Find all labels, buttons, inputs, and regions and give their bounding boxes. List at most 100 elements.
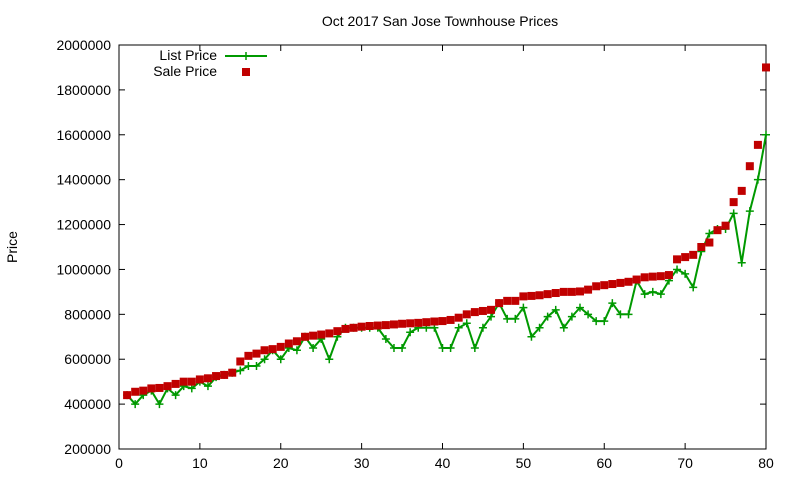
sale-price-point — [244, 351, 253, 360]
sale-price-point — [325, 329, 334, 338]
x-axis: 0 10 20 30 40 50 60 70 80 — [115, 45, 774, 471]
sale-price-point — [462, 310, 471, 319]
sale-price-point — [357, 322, 366, 331]
list-price-point — [527, 332, 536, 341]
list-price-point — [131, 400, 140, 409]
sale-price-point — [179, 377, 188, 386]
list-price-point — [252, 361, 261, 370]
y-tick-label: 2000000 — [56, 37, 111, 53]
list-price-point — [171, 391, 180, 400]
sale-price-point — [527, 291, 536, 300]
sale-price-point — [624, 277, 633, 286]
y-tick-label: 400000 — [64, 396, 111, 412]
list-price-point — [325, 355, 334, 364]
x-tick-label: 80 — [758, 455, 774, 471]
list-price-point — [398, 344, 407, 352]
sale-price-point — [268, 345, 277, 354]
sale-price-point — [640, 273, 649, 282]
list-price-point — [381, 335, 390, 344]
list-price-point — [689, 283, 698, 292]
sale-price-point — [575, 287, 584, 296]
sale-price-point — [600, 281, 609, 290]
list-price-point — [276, 355, 285, 364]
sale-price-point — [487, 305, 496, 314]
sale-price-point — [592, 282, 601, 291]
list-price-point — [673, 265, 682, 274]
y-tick-label: 1800000 — [56, 82, 111, 98]
list-price-point — [470, 344, 479, 352]
sale-price-point — [664, 271, 673, 280]
sale-price-point — [123, 391, 132, 400]
sale-price-point — [220, 370, 229, 379]
list-price-point — [559, 323, 568, 332]
list-price-point — [575, 303, 584, 312]
x-tick-label: 40 — [435, 455, 451, 471]
list-price-point — [753, 175, 762, 184]
list-price-point — [648, 287, 657, 296]
list-price-point — [406, 328, 415, 337]
x-tick-label: 0 — [115, 455, 123, 471]
sale-price-point — [478, 306, 487, 315]
sale-price-point — [567, 287, 576, 296]
sale-price-series — [123, 63, 770, 400]
list-price-point — [438, 344, 447, 352]
list-price-point — [487, 312, 496, 321]
list-price-point — [551, 305, 560, 314]
sale-price-point — [495, 299, 504, 308]
sale-price-point — [656, 272, 665, 281]
list-price-point — [203, 382, 212, 391]
sale-price-point — [648, 272, 657, 281]
list-price-point — [519, 303, 528, 312]
y-tick-label: 1400000 — [56, 172, 111, 188]
list-price-point — [567, 312, 576, 321]
y-axis-label: Price — [4, 231, 20, 263]
list-price-point — [584, 310, 593, 319]
list-price-point — [292, 346, 301, 355]
sale-price-point — [147, 384, 156, 393]
sale-price-point — [745, 162, 754, 171]
sale-price-point — [309, 331, 318, 340]
sale-price-point — [236, 357, 245, 366]
y-tick-label: 800000 — [64, 306, 111, 322]
sale-price-point — [762, 63, 770, 72]
sale-price-point — [430, 317, 439, 326]
sale-price-point — [155, 383, 164, 392]
sale-price-point — [689, 250, 698, 259]
list-price-series — [123, 130, 770, 409]
list-price-point — [705, 229, 714, 238]
sale-price-point — [131, 387, 140, 396]
list-price-point — [511, 314, 520, 323]
sale-price-point — [470, 308, 479, 317]
sale-price-point — [729, 198, 738, 207]
sale-price-point — [422, 318, 431, 327]
list-price-point — [260, 355, 269, 364]
list-price-point — [624, 310, 633, 319]
legend-marker-sale-price — [242, 68, 250, 76]
sale-price-point — [195, 375, 204, 384]
list-price-point — [616, 310, 625, 319]
sale-price-point — [454, 313, 463, 322]
sale-price-point — [438, 317, 447, 326]
y-tick-label: 1000000 — [56, 261, 111, 277]
list-price-point — [446, 344, 455, 352]
sale-price-point — [365, 322, 374, 331]
x-tick-label: 70 — [677, 455, 693, 471]
sale-price-point — [203, 374, 212, 383]
legend-label-list-price: List Price — [159, 47, 217, 63]
list-price-point — [681, 269, 690, 278]
sale-price-point — [292, 337, 301, 346]
sale-price-point — [341, 324, 350, 333]
sale-price-point — [511, 296, 520, 305]
list-price-point — [535, 323, 544, 332]
sale-price-point — [317, 330, 326, 339]
sale-price-point — [301, 332, 310, 341]
list-price-point — [729, 209, 738, 218]
sale-price-point — [616, 278, 625, 287]
legend-label-sale-price: Sale Price — [153, 63, 217, 79]
sale-price-point — [681, 253, 690, 262]
x-tick-label: 20 — [273, 455, 289, 471]
list-price-point — [309, 344, 318, 352]
sale-price-point — [284, 339, 293, 348]
sale-price-point — [697, 243, 706, 251]
